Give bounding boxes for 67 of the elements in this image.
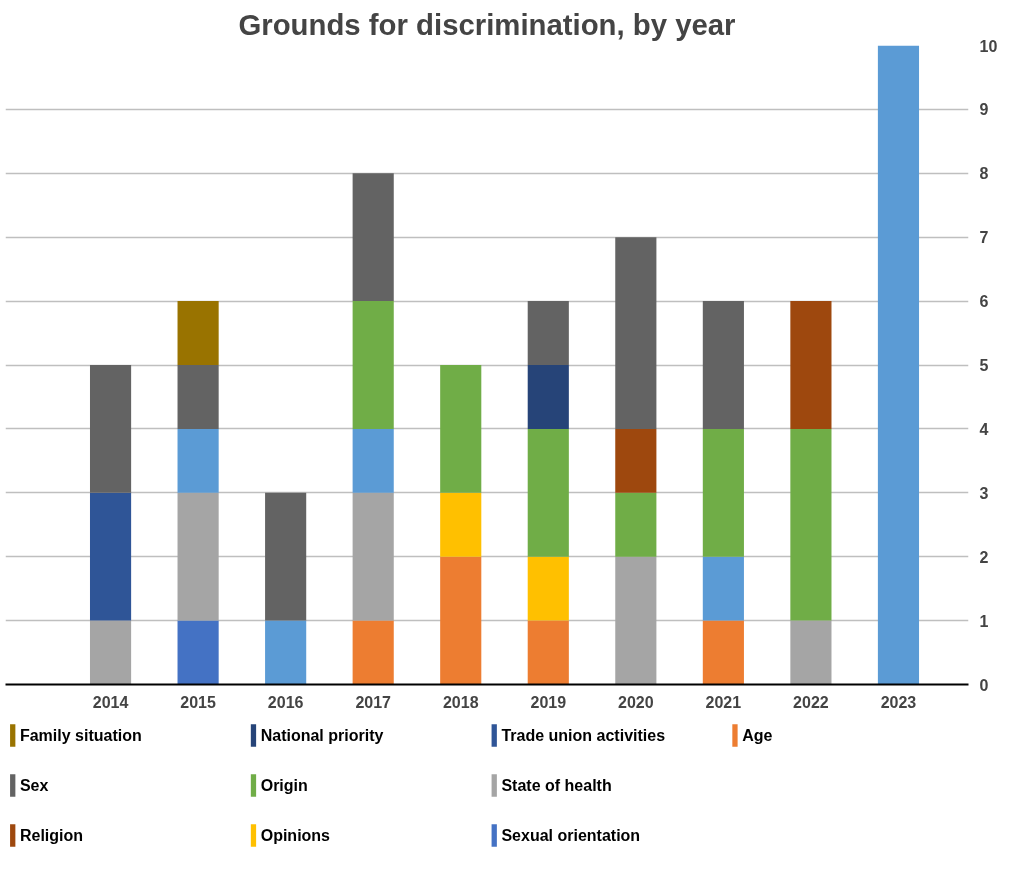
chart-title: Grounds for discrimination, by year <box>238 7 736 41</box>
legend-label: Opinions <box>260 827 331 844</box>
bar <box>89 492 132 621</box>
bar <box>527 556 569 621</box>
bar <box>440 365 482 493</box>
x-tick-label: 2021 <box>705 693 742 711</box>
bar <box>527 620 569 685</box>
x-tick-label: 2019 <box>530 693 567 711</box>
bar <box>527 365 569 429</box>
bar <box>352 620 394 685</box>
y-tick-label: 6 <box>979 293 989 311</box>
bar <box>352 428 394 493</box>
legend-label: Age <box>742 727 773 744</box>
bar <box>440 492 482 557</box>
y-tick-label: 8 <box>979 165 989 183</box>
y-tick-label: 0 <box>979 676 989 694</box>
bar <box>527 301 569 365</box>
legend-label: Sexual orientation <box>501 827 641 844</box>
legend-label: Religion <box>19 827 84 844</box>
bar <box>177 301 219 365</box>
bar <box>177 365 219 429</box>
bar <box>265 492 307 621</box>
y-tick-label: 10 <box>979 37 998 55</box>
bar <box>702 620 744 685</box>
bar <box>89 365 132 493</box>
bar <box>177 620 219 685</box>
bar <box>177 492 219 621</box>
y-tick-label: 9 <box>979 101 989 119</box>
x-tick-label: 2016 <box>267 693 304 711</box>
bar <box>352 301 394 429</box>
legend-label: Family situation <box>19 727 142 744</box>
y-tick-label: 2 <box>979 548 989 566</box>
bar <box>702 301 744 429</box>
legend-label: National priority <box>260 727 384 744</box>
bar <box>702 556 744 621</box>
bar <box>702 428 744 557</box>
y-tick-label: 3 <box>979 484 989 502</box>
bar <box>177 428 219 493</box>
x-tick-label: 2023 <box>880 693 917 711</box>
bar <box>877 45 920 685</box>
bar <box>352 173 394 302</box>
y-tick-label: 7 <box>979 229 989 247</box>
legend-label: Trade union activities <box>501 727 666 744</box>
bar <box>615 492 657 557</box>
y-tick-label: 4 <box>979 420 989 438</box>
bar <box>790 620 832 685</box>
bar <box>615 237 657 429</box>
y-tick-label: 1 <box>979 612 989 630</box>
bar <box>527 428 569 557</box>
x-tick-label: 2022 <box>793 693 829 711</box>
y-tick-label: 5 <box>979 357 989 374</box>
bar <box>615 428 657 493</box>
bar <box>352 492 394 621</box>
bar <box>440 556 482 685</box>
x-tick-label: 2014 <box>92 693 129 711</box>
bar <box>790 428 832 621</box>
x-tick-label: 2015 <box>180 693 216 711</box>
legend-label: Origin <box>260 777 308 794</box>
bar <box>615 556 657 685</box>
bar <box>265 620 307 685</box>
x-tick-label: 2018 <box>442 693 479 711</box>
bar <box>790 301 832 429</box>
x-tick-label: 2017 <box>355 693 392 711</box>
bar <box>89 620 132 685</box>
legend-label: State of health <box>501 777 612 794</box>
x-tick-label: 2020 <box>618 693 654 711</box>
legend-label: Sex <box>19 777 49 794</box>
